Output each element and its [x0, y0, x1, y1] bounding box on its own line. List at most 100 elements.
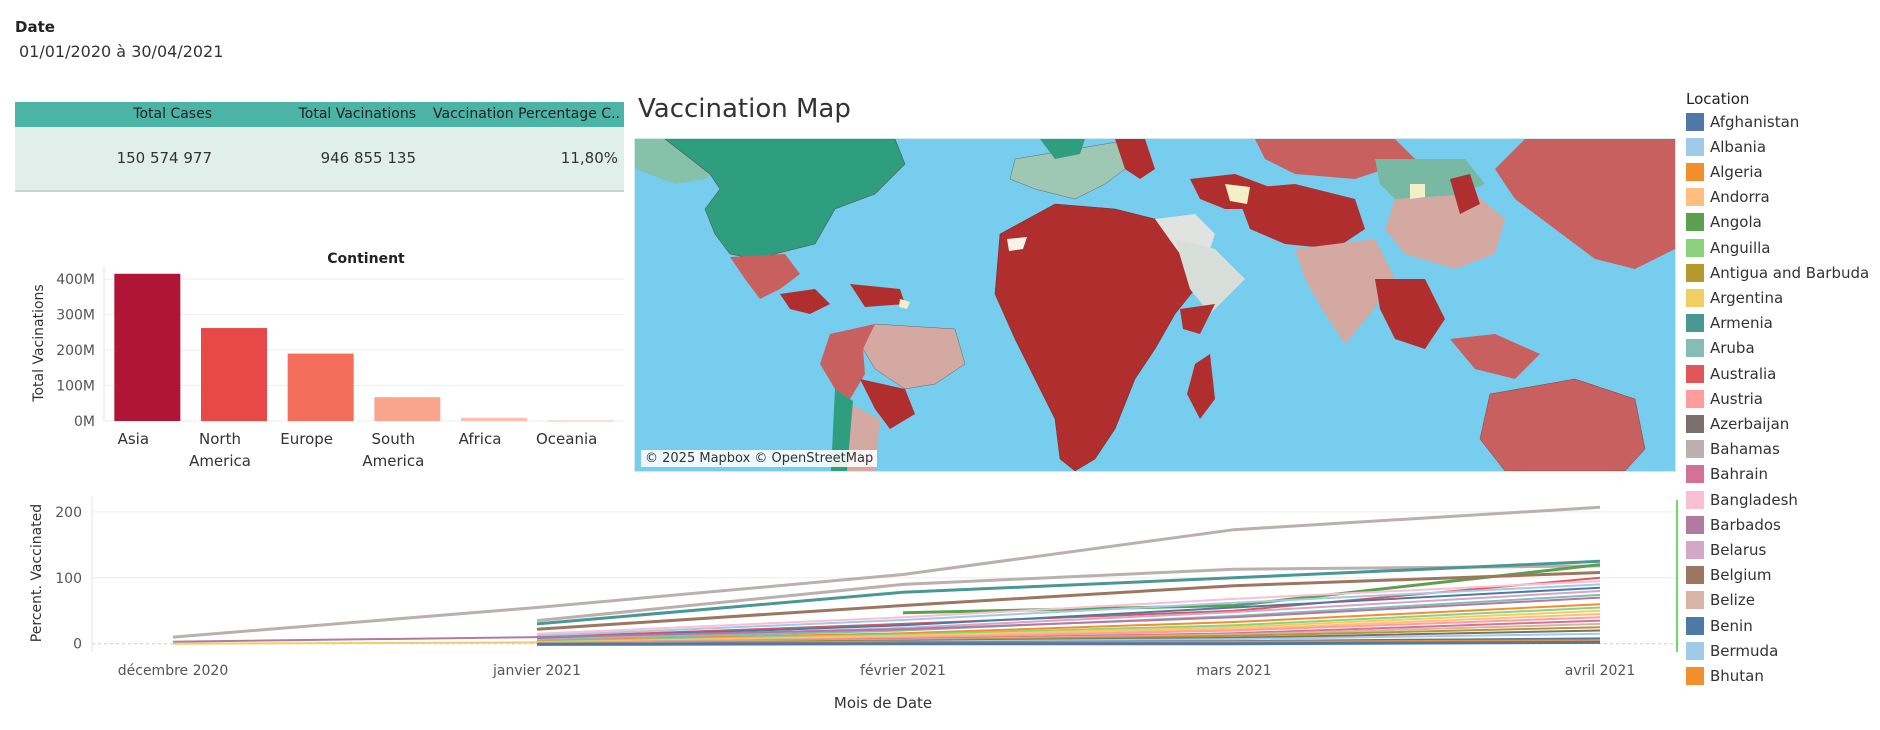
line-series-14[interactable]	[172, 609, 1601, 645]
legend-item[interactable]: Bermuda	[1686, 638, 1778, 663]
legend-label: Albania	[1710, 137, 1767, 156]
legend-item[interactable]: Benin	[1686, 613, 1753, 638]
map-attribution[interactable]: © 2025 Mapbox © OpenStreetMap	[641, 450, 878, 467]
legend-item[interactable]: Belarus	[1686, 537, 1766, 562]
legend-item[interactable]: Andorra	[1686, 185, 1770, 210]
kpi-header-total-vacinations[interactable]: Total Vacinations	[298, 106, 416, 122]
kpi-value-vaccination-percentage: 11,80%	[560, 149, 618, 167]
bar-chart-x-labels: Asia North America Europe South America Africa…	[118, 430, 598, 470]
legend-item[interactable]: Armenia	[1686, 311, 1773, 336]
legend-label: Barbados	[1710, 515, 1781, 534]
line-series-8[interactable]	[536, 586, 1601, 640]
line-x-tick-label: décembre 2020	[118, 663, 228, 679]
legend-label: Belgium	[1710, 566, 1772, 585]
date-filter-range[interactable]: 01/01/2020 à 30/04/2021	[19, 42, 224, 61]
bar-x-label: Europe	[280, 430, 333, 448]
legend-item[interactable]: Bahrain	[1686, 462, 1768, 487]
kpi-header-vaccination-percentage[interactable]: Vaccination Percentage C..	[433, 106, 620, 122]
legend-swatch	[1686, 364, 1704, 383]
bar-asia[interactable]	[114, 273, 181, 421]
date-filter-label: Date	[15, 18, 55, 36]
legend-item[interactable]: Belize	[1686, 588, 1755, 613]
kpi-value-total-vacinations: 946 855 135	[320, 149, 416, 167]
legend-label: Belarus	[1710, 540, 1767, 559]
vaccination-map[interactable]: © 2025 Mapbox © OpenStreetMap	[634, 138, 1676, 472]
legend-label: Australia	[1710, 364, 1777, 383]
legend-item[interactable]: Bangladesh	[1686, 487, 1798, 512]
map-title: Vaccination Map	[638, 94, 851, 124]
bar-y-tick-label: 0M	[74, 414, 95, 430]
legend-label: Argentina	[1710, 288, 1784, 307]
legend-item[interactable]: Algeria	[1686, 159, 1763, 184]
line-x-tick-label: mars 2021	[1196, 663, 1271, 679]
legend-item[interactable]: Bhutan	[1686, 663, 1764, 688]
legend-item[interactable]: Antigua and Barbuda	[1686, 260, 1869, 285]
legend-swatch	[1686, 440, 1704, 459]
kpi-header-total-cases[interactable]: Total Cases	[133, 106, 212, 122]
bar-x-label: America	[189, 452, 251, 470]
line-series-11[interactable]	[172, 596, 1601, 643]
legend-label: Algeria	[1710, 162, 1763, 181]
bar-y-tick-label: 400M	[56, 272, 95, 288]
legend-swatch	[1686, 540, 1704, 559]
line-series-0[interactable]	[172, 505, 1601, 639]
legend-label: Bahamas	[1710, 440, 1780, 459]
legend-swatch	[1686, 263, 1704, 282]
legend-item[interactable]: Argentina	[1686, 285, 1783, 310]
bar-chart-gridlines	[103, 267, 624, 422]
legend-swatch	[1686, 414, 1704, 433]
line-series-7[interactable]	[536, 583, 1601, 637]
line-series-6[interactable]	[536, 580, 1601, 635]
legend-swatch	[1686, 641, 1704, 660]
legend-item[interactable]: Bahamas	[1686, 437, 1780, 462]
line-series-4[interactable]	[536, 571, 1601, 631]
line-chart-y-axis-title: Percent. Vaccinated	[29, 504, 45, 642]
legend-swatch	[1686, 112, 1704, 131]
legend-swatch	[1686, 238, 1704, 257]
bar-chart-title: Continent	[327, 251, 405, 267]
bar-x-label: Oceania	[536, 430, 597, 448]
legend-item[interactable]: Angola	[1686, 210, 1762, 235]
legend-swatch	[1686, 339, 1704, 358]
legend-item[interactable]: Aruba	[1686, 336, 1755, 361]
kpi-header-row: Total Cases Total Vacinations Vaccinatio…	[15, 102, 624, 127]
legend-swatch	[1686, 213, 1704, 232]
line-series-1[interactable]	[536, 564, 1601, 623]
line-series-24[interactable]	[536, 640, 1601, 646]
line-chart-series	[172, 505, 1601, 646]
line-x-tick-label: avril 2021	[1565, 663, 1635, 679]
line-series-2[interactable]	[536, 559, 1601, 626]
bar-south-america[interactable]	[374, 397, 441, 421]
bar-x-label: Africa	[459, 430, 502, 448]
legend-item[interactable]: Albania	[1686, 134, 1766, 159]
legend-item[interactable]: Australia	[1686, 361, 1776, 386]
continent-bar-chart: Continent Total Vacinations 0M 100M 200M 30…	[31, 251, 624, 470]
legend-label: Azerbaijan	[1710, 414, 1790, 433]
legend-swatch	[1686, 162, 1704, 181]
legend-label: Andorra	[1710, 188, 1770, 207]
legend-item[interactable]: Afghanistan	[1686, 109, 1799, 134]
bar-africa[interactable]	[461, 417, 527, 421]
legend-label: Benin	[1710, 616, 1753, 635]
legend-label: Armenia	[1710, 314, 1773, 333]
legend-swatch	[1686, 137, 1704, 156]
legend-item[interactable]: Barbados	[1686, 512, 1781, 537]
legend-item[interactable]: Belgium	[1686, 563, 1772, 588]
bar-y-tick-label: 300M	[56, 308, 95, 324]
legend-label: Antigua and Barbuda	[1710, 263, 1870, 282]
bar-chart-bars	[114, 273, 614, 422]
bar-chart-y-axis-title: Total Vacinations	[31, 284, 47, 402]
legend-item[interactable]: Azerbaijan	[1686, 411, 1789, 436]
bar-europe[interactable]	[287, 353, 354, 421]
legend-swatch	[1686, 288, 1704, 307]
legend-label: Bahrain	[1710, 465, 1769, 484]
line-chart-x-labels: décembre 2020 janvier 2021 février 2021 mar…	[118, 663, 1635, 679]
bar-north-america[interactable]	[201, 328, 267, 421]
bar-oceania[interactable]	[547, 420, 614, 422]
legend-item[interactable]: Anguilla	[1686, 235, 1771, 260]
line-y-tick-label: 0	[73, 637, 82, 653]
percent-vaccinated-line-chart: Percent. Vaccinated Mois de Date 0 100 200…	[29, 497, 1680, 712]
legend-swatch	[1686, 515, 1704, 534]
line-chart-x-axis-title: Mois de Date	[834, 694, 932, 712]
legend-item[interactable]: Austria	[1686, 386, 1763, 411]
